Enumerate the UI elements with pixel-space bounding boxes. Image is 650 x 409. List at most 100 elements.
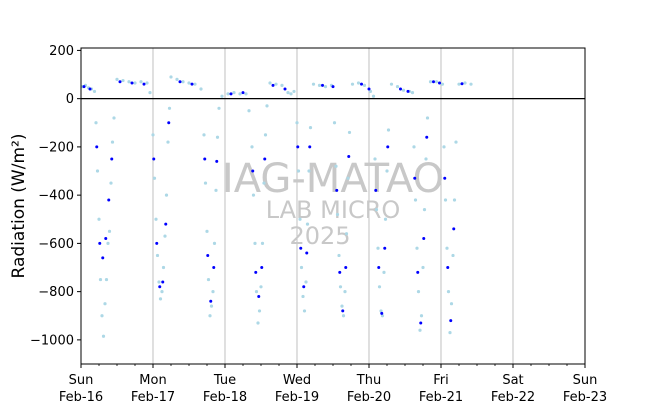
point-blue (110, 157, 114, 161)
point-lightblue (181, 80, 185, 84)
point-blue (302, 285, 306, 289)
x-tick-label-date: Feb-23 (563, 390, 607, 405)
point-lightblue (338, 285, 343, 289)
point-lightblue (208, 314, 212, 318)
point-lightblue (295, 121, 299, 125)
point-blue (158, 285, 162, 289)
point-lightblue (343, 290, 347, 294)
point-lightblue (215, 135, 220, 139)
point-blue (416, 270, 420, 274)
point-lightblue (346, 176, 350, 180)
point-lightblue (148, 91, 152, 95)
point-blue (377, 266, 381, 270)
point-lightblue (454, 140, 458, 144)
point-blue (164, 222, 168, 226)
point-blue (443, 176, 447, 180)
point-blue (178, 80, 182, 84)
point-blue (263, 157, 267, 161)
point-lightblue (299, 265, 304, 270)
point-lightblue (202, 133, 206, 137)
point-lightblue (356, 81, 361, 85)
point-lightblue (379, 309, 383, 313)
x-tick-label-date: Feb-17 (131, 390, 175, 405)
y-tick-label: 0 (66, 92, 74, 107)
point-blue (331, 85, 335, 89)
point-lightblue (422, 208, 427, 212)
point-blue (212, 266, 216, 270)
point-lightblue (107, 229, 112, 233)
point-lightblue (109, 181, 113, 185)
point-blue (107, 198, 111, 202)
point-lightblue (298, 217, 302, 221)
point-blue (257, 294, 261, 298)
point-lightblue (103, 302, 107, 306)
point-lightblue (238, 92, 242, 96)
point-blue (413, 176, 417, 180)
y-axis: 200 0 −200 −400 −600 −800 −1000 (30, 44, 81, 348)
point-blue (209, 299, 213, 303)
point-blue (452, 227, 456, 231)
point-lightblue (380, 314, 385, 318)
y-tick-label: −600 (38, 237, 74, 252)
point-lightblue (127, 80, 131, 84)
point-lightblue (205, 229, 209, 233)
x-tick-label-day: Tue (213, 373, 236, 388)
y-tick-label: −1000 (30, 333, 74, 348)
point-blue (374, 188, 378, 192)
point-lightblue (317, 83, 322, 87)
point-lightblue (443, 198, 448, 202)
point-blue (296, 145, 300, 149)
point-lightblue (110, 140, 115, 144)
point-lightblue (347, 130, 352, 135)
point-lightblue (157, 280, 161, 284)
point-blue (142, 82, 146, 86)
point-lightblue (410, 91, 415, 95)
point-blue (383, 246, 387, 250)
y-tick-label: −200 (38, 140, 74, 155)
point-lightblue (158, 297, 163, 301)
point-blue (299, 246, 303, 250)
point-lightblue (442, 145, 446, 149)
y-tick-label: −800 (38, 285, 74, 300)
point-lightblue (199, 87, 203, 91)
point-lightblue (217, 106, 221, 110)
point-lightblue (341, 314, 346, 318)
point-blue (367, 87, 371, 91)
point-blue (104, 237, 108, 241)
point-blue (341, 309, 345, 313)
x-tick-label-day: Wed (283, 373, 311, 388)
point-lightblue (101, 334, 106, 338)
point-lightblue (133, 81, 137, 85)
watermark-sub: LAB MICRO (266, 196, 401, 224)
point-blue (152, 157, 156, 161)
y-tick-label: −400 (38, 189, 74, 204)
point-lightblue (362, 83, 367, 87)
point-lightblue (418, 328, 422, 332)
point-lightblue (376, 246, 380, 250)
point-blue (271, 83, 275, 87)
point-lightblue (214, 188, 218, 192)
point-blue (406, 89, 410, 93)
x-tick-label-day: Sun (573, 373, 598, 388)
point-lightblue (292, 89, 296, 94)
point-blue (386, 145, 390, 149)
point-lightblue (445, 246, 449, 250)
point-lightblue (323, 85, 328, 89)
point-lightblue (377, 285, 382, 289)
point-lightblue (389, 82, 394, 86)
point-blue (203, 157, 207, 161)
point-lightblue (311, 82, 316, 86)
point-lightblue (340, 304, 344, 308)
point-blue (254, 270, 258, 274)
point-lightblue (152, 176, 157, 180)
point-lightblue (401, 88, 406, 92)
x-tick-label-day: Fri (433, 373, 449, 388)
point-lightblue (260, 241, 265, 245)
point-lightblue (187, 81, 191, 85)
point-blue (82, 85, 86, 89)
point-lightblue (286, 91, 290, 95)
point-lightblue (167, 106, 172, 110)
point-lightblue (440, 82, 445, 86)
point-blue (241, 91, 245, 95)
